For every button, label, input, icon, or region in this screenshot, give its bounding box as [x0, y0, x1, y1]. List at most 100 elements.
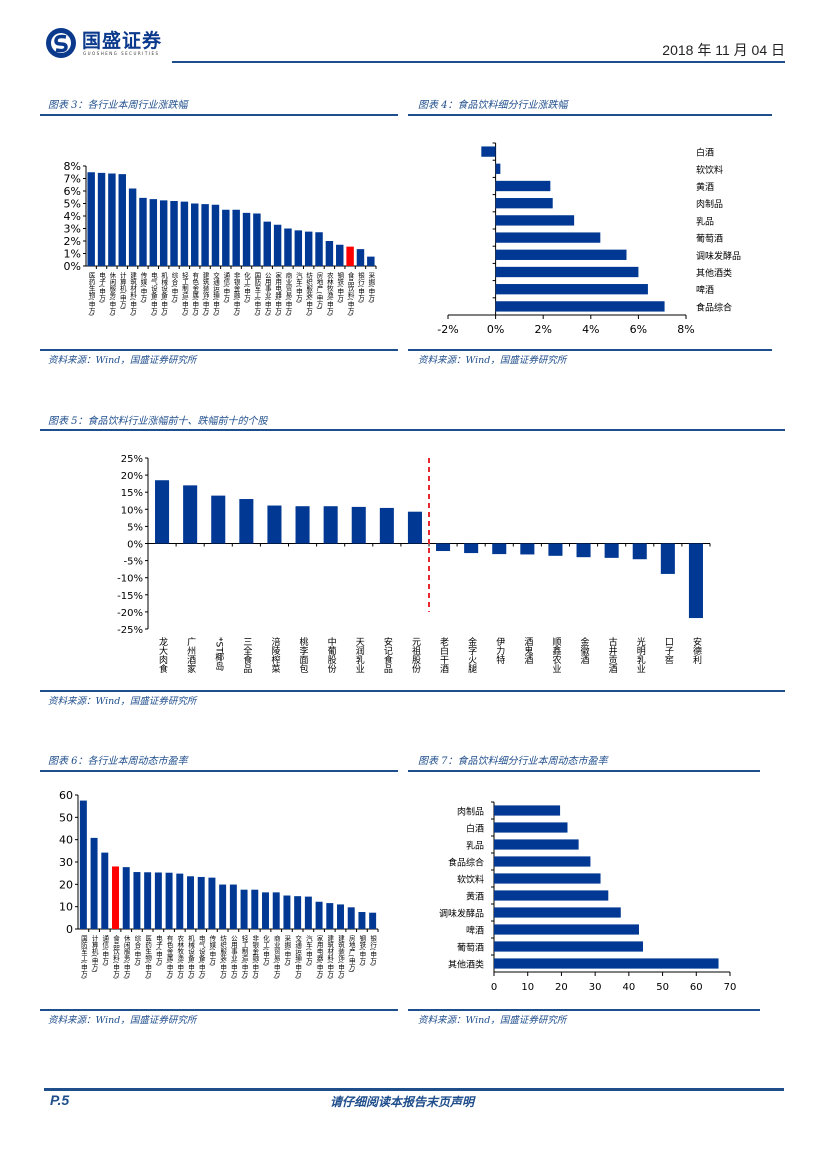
- fig5-caption-rule: [40, 429, 785, 431]
- x-tick-label: 30: [589, 982, 602, 993]
- bar-电气设备(申万): [149, 199, 158, 266]
- fig7-caption: 图表 7：食品饮料细分行业本周动态市盈率: [418, 756, 608, 767]
- bar-农林牧渔(申万): [325, 241, 334, 266]
- x-tick-label: 商业贸易(申万): [284, 271, 292, 316]
- bar-钢铁(申万): [358, 912, 366, 929]
- x-tick-label: 金字火腿: [466, 636, 477, 674]
- bar-乳品: [495, 215, 575, 226]
- bar-调味发酵品: [494, 907, 621, 918]
- y-tick-label: -5%: [124, 557, 143, 568]
- bar-白酒: [494, 822, 568, 833]
- logo-icon: [46, 28, 76, 58]
- x-tick-label: 光明乳业: [635, 636, 646, 673]
- x-tick-label: 涪陵榨菜: [269, 636, 280, 674]
- x-tick-label: 银行(申万): [369, 934, 377, 966]
- x-tick-label: 轻工制造(申万): [180, 271, 188, 316]
- x-tick-label: 安记食品: [382, 636, 393, 674]
- y-tick-label: -25%: [117, 625, 143, 636]
- y-tick-label: 肉制品: [457, 806, 484, 818]
- bar-电子(申万): [154, 872, 162, 929]
- bar-建筑装饰(申万): [201, 204, 209, 266]
- x-tick-label: 采掘(申万): [367, 271, 375, 303]
- x-tick-label: 采掘(申万): [283, 934, 291, 966]
- x-tick-label: 50: [656, 982, 669, 993]
- x-tick-label: 汽车(申万): [294, 271, 302, 303]
- bar-商业贸易(申万): [284, 228, 292, 266]
- y-tick-label: 软饮料: [696, 164, 723, 176]
- fig4-caption-rule: [408, 114, 772, 116]
- x-tick-label: 古井贡酒: [607, 636, 618, 674]
- bar-国防军工(申万): [253, 213, 261, 266]
- bar-*ST椰岛: [211, 495, 226, 544]
- x-tick-label: 医药生物(申万): [144, 935, 152, 979]
- y-tick-label: 乳品: [696, 215, 714, 227]
- bar-古井贡酒: [604, 543, 619, 558]
- bar-交通运输(申万): [211, 204, 220, 266]
- bar-酒鬼酒: [520, 543, 535, 555]
- bar-葡萄酒: [495, 232, 601, 243]
- bar-中葡股份: [323, 506, 338, 544]
- bar-金徽酒: [576, 543, 591, 558]
- fig6-source-rule: [40, 1009, 398, 1011]
- bar-顺鑫农业: [548, 543, 563, 556]
- bar-汽车(申万): [294, 230, 303, 266]
- bar-安德利: [688, 543, 703, 619]
- bar-计算机(申万): [90, 837, 98, 929]
- bar-调味发酵品: [495, 249, 627, 260]
- x-tick-label: 金徽酒: [579, 636, 590, 665]
- bar-其他酒类: [494, 958, 719, 969]
- x-tick-label: 广州酒家: [185, 636, 196, 673]
- x-tick-label: 酒鬼酒: [522, 637, 533, 665]
- y-tick-label: 5%: [127, 522, 143, 533]
- x-tick-label: 安德利: [691, 636, 702, 664]
- x-tick-label: 房地产(申万): [347, 934, 355, 973]
- bar-天润乳业: [351, 506, 366, 544]
- bar-汽车(申万): [304, 896, 312, 929]
- y-tick-label: 40: [59, 834, 73, 847]
- x-tick-label: 非银金融(申万): [251, 934, 259, 979]
- fig5-chart: -25% -20% -15% -10% -5% 0% 5% 10% 15% 20% 25% 龙大肉食 广…: [117, 454, 711, 674]
- x-tick-label: 交通运输(申万): [211, 271, 219, 316]
- bar-采掘(申万): [283, 895, 291, 929]
- fig4-source-rule: [408, 349, 772, 351]
- x-tick-label: 8%: [677, 323, 694, 336]
- bar-龙大肉食: [155, 480, 170, 544]
- fig3-source: 资料来源：Wind，国盛证券研究所: [48, 355, 197, 366]
- x-tick-label: 公用事业(申万): [229, 935, 237, 979]
- disclaimer-note: 请仔细阅读本报告末页声明: [330, 1095, 475, 1109]
- y-tick-label: 调味发酵品: [439, 908, 484, 920]
- y-tick-label: 葡萄酒: [696, 233, 723, 245]
- x-tick-label: 4%: [582, 323, 599, 336]
- x-tick-label: 休闲服务(申万): [122, 934, 130, 979]
- y-tick-label: 50: [59, 811, 73, 824]
- x-tick-label: 计算机(申万): [118, 271, 126, 310]
- y-tick-label: 其他酒类: [696, 267, 732, 279]
- y-tick-label: 0%: [127, 540, 143, 551]
- y-tick-label: 食品综合: [448, 857, 484, 869]
- fig5-source-rule: [40, 690, 785, 692]
- fig6-source: 资料来源：Wind，国盛证券研究所: [48, 1015, 197, 1026]
- bar-非银金融(申万): [251, 889, 259, 929]
- y-tick-label: 5%: [64, 198, 81, 211]
- bar-银行(申万): [356, 249, 365, 266]
- y-tick-label: 食品综合: [696, 301, 732, 313]
- x-tick-label: 银行(申万): [356, 271, 364, 303]
- bar-农林牧渔(申万): [176, 873, 184, 929]
- y-tick-label: 白酒: [696, 147, 714, 159]
- bar-电气设备(申万): [197, 876, 205, 929]
- x-tick-label: 10: [521, 982, 534, 993]
- x-tick-label: 建筑材料(申万): [326, 934, 334, 979]
- x-tick-label: 综合(申万): [133, 934, 141, 966]
- x-tick-label: 传媒(申万): [139, 271, 147, 303]
- y-tick-label: 6%: [64, 185, 81, 198]
- fig3-source-rule: [40, 349, 398, 351]
- bar-黄酒: [495, 180, 551, 192]
- x-tick-label: 有色金属(申万): [165, 934, 173, 979]
- x-tick-label: 天润乳业: [354, 637, 365, 673]
- fig3-caption: 图表 3：各行业本周行业涨跌幅: [48, 100, 188, 111]
- bar-老白干酒: [436, 543, 451, 552]
- y-tick-label: 调味发酵品: [696, 250, 741, 262]
- bar-电子(申万): [97, 172, 106, 266]
- company-name: 国盛证券: [82, 30, 163, 52]
- fig7-chart: 0 10 20 30 40 50 60 70 肉制品白酒乳品食品综合软饮料黄酒调味发酵品啤酒葡萄…: [439, 801, 736, 993]
